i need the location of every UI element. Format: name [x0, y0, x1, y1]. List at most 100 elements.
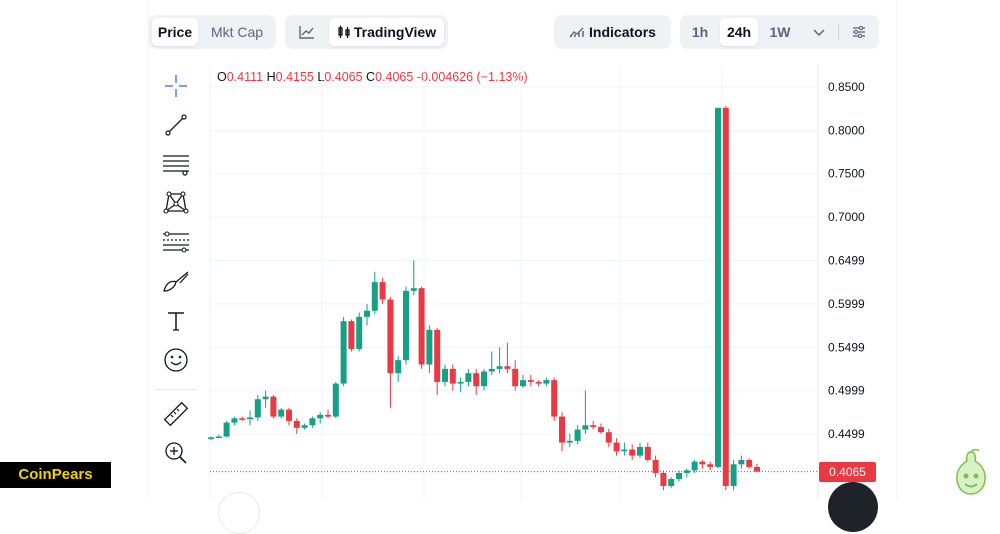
y-tick-label: 0.7000	[828, 210, 865, 224]
y-tick-label: 0.5499	[828, 340, 865, 354]
zoom-in-icon	[165, 442, 187, 464]
y-tick-label: 0.6499	[828, 254, 865, 268]
chart-reset-button[interactable]	[218, 492, 260, 534]
candle-body	[371, 282, 378, 311]
price-tab[interactable]: Price	[152, 18, 198, 46]
candle	[551, 377, 558, 421]
candle	[527, 374, 534, 387]
candle-body	[637, 446, 643, 456]
tradingview-tab[interactable]: TradingView	[329, 18, 444, 46]
candle	[293, 418, 300, 434]
emoji-icon	[164, 348, 188, 372]
candle-body	[668, 479, 675, 486]
candle	[449, 364, 456, 391]
candle-body	[590, 425, 597, 427]
line-chart-icon	[299, 26, 314, 39]
candle-body	[379, 282, 386, 300]
candle	[715, 107, 721, 469]
candle-body	[574, 429, 581, 441]
text-tool[interactable]	[155, 306, 197, 336]
candle	[457, 377, 464, 393]
range-divider	[838, 23, 839, 41]
trend-line-icon	[165, 114, 187, 136]
candle	[676, 470, 682, 482]
high-value: 0.4155	[275, 70, 314, 84]
candle-body	[746, 459, 753, 467]
candle-body	[644, 446, 651, 460]
pattern-tool[interactable]	[155, 188, 197, 218]
view-toggle: Price Mkt Cap	[148, 15, 276, 49]
candle-body	[293, 420, 300, 428]
candle	[691, 459, 698, 473]
candle	[496, 347, 503, 374]
candle	[465, 368, 472, 387]
emoji-tool[interactable]	[155, 345, 197, 375]
candle	[387, 296, 394, 408]
candle	[434, 328, 441, 395]
candle-body	[325, 414, 331, 417]
candle-body	[676, 472, 682, 480]
range-more-button[interactable]	[806, 18, 832, 46]
candle	[286, 407, 292, 426]
price-axis: 0.8500 0.8000 0.7500 0.7000 0.6499 0.5999 0.54…	[828, 80, 865, 441]
candle	[707, 461, 714, 471]
candle	[605, 428, 612, 447]
candle	[309, 416, 316, 428]
candle-body	[449, 368, 456, 384]
text-icon	[168, 312, 184, 331]
y-tick-label: 0.4999	[828, 384, 865, 398]
candle-body	[247, 417, 253, 420]
mktcap-tab[interactable]: Mkt Cap	[210, 24, 264, 40]
ruler-tool[interactable]	[155, 399, 197, 429]
candle-body	[707, 464, 714, 467]
candle-body	[520, 380, 526, 387]
candle	[473, 368, 480, 395]
zoom-tool[interactable]	[155, 438, 197, 468]
scroll-to-latest-button[interactable]	[828, 482, 878, 532]
candle	[566, 433, 573, 447]
candle-body	[660, 472, 667, 486]
candle	[574, 425, 581, 445]
indicators-button[interactable]: Indicators	[558, 18, 667, 46]
candle	[738, 455, 745, 469]
candle	[481, 368, 487, 391]
candle-body	[262, 396, 269, 400]
candle	[208, 436, 214, 440]
y-tick-label: 0.5999	[828, 297, 865, 311]
candle-body	[559, 416, 565, 443]
sliders-icon	[853, 25, 865, 39]
candle	[722, 106, 729, 491]
candle	[371, 271, 378, 315]
fib-retracement-tool[interactable]	[155, 227, 197, 257]
current-price-tag: 0.4065	[819, 462, 876, 482]
pear-icon	[956, 448, 986, 495]
chart-settings-button[interactable]	[844, 18, 874, 46]
candle-body	[754, 466, 760, 472]
candle-body	[457, 381, 464, 384]
crosshair-tool[interactable]	[155, 71, 197, 101]
crosshair-icon	[165, 75, 187, 97]
candle	[262, 390, 269, 408]
range-1h[interactable]: 1h	[691, 24, 709, 40]
line-chart-button[interactable]	[289, 18, 325, 46]
trend-line-tool[interactable]	[155, 110, 197, 140]
candle-body	[473, 373, 480, 387]
range-24h[interactable]: 24h	[720, 18, 758, 46]
candle-body	[738, 459, 745, 465]
candle	[512, 360, 519, 391]
open-value: 0.4111	[226, 70, 264, 84]
candle-body	[543, 380, 550, 384]
brush-tool[interactable]	[155, 267, 197, 297]
range-1w[interactable]: 1W	[769, 24, 791, 40]
candle-body	[254, 399, 261, 418]
close-label: C	[366, 70, 376, 84]
candle	[301, 423, 308, 430]
candle-body	[270, 396, 277, 417]
candle	[239, 416, 246, 421]
left-divider	[148, 0, 149, 500]
candle	[325, 409, 331, 419]
horizontal-lines-tool[interactable]	[155, 149, 197, 179]
candle-body	[403, 290, 409, 361]
candle-body	[364, 310, 370, 317]
candle-body	[512, 368, 519, 387]
